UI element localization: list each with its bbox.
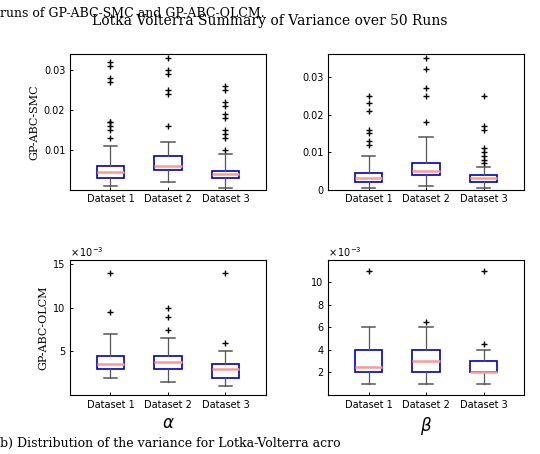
PathPatch shape — [97, 356, 124, 369]
PathPatch shape — [412, 163, 440, 175]
Text: $\times\,10^{-3}$: $\times\,10^{-3}$ — [328, 245, 362, 258]
PathPatch shape — [355, 350, 382, 372]
Text: $\times\,10^{-3}$: $\times\,10^{-3}$ — [70, 245, 104, 258]
Y-axis label: GP-ABC-SMC: GP-ABC-SMC — [30, 84, 39, 160]
PathPatch shape — [470, 175, 497, 182]
PathPatch shape — [412, 350, 440, 372]
PathPatch shape — [154, 156, 182, 170]
PathPatch shape — [97, 166, 124, 178]
Text: b) Distribution of the variance for Lotka-Volterra acro: b) Distribution of the variance for Lotk… — [0, 437, 341, 450]
Text: Lotka Volterra Summary of Variance over 50 Runs: Lotka Volterra Summary of Variance over … — [92, 14, 448, 28]
Text: runs of GP-ABC-SMC and GP-ABC-OLCM.: runs of GP-ABC-SMC and GP-ABC-OLCM. — [0, 7, 265, 20]
PathPatch shape — [355, 173, 382, 182]
PathPatch shape — [212, 171, 239, 178]
Y-axis label: GP-ABC-OLCM: GP-ABC-OLCM — [39, 285, 49, 370]
X-axis label: $\beta$: $\beta$ — [420, 415, 432, 437]
PathPatch shape — [470, 361, 497, 372]
X-axis label: $\alpha$: $\alpha$ — [161, 415, 174, 432]
PathPatch shape — [154, 356, 182, 369]
PathPatch shape — [212, 365, 239, 378]
